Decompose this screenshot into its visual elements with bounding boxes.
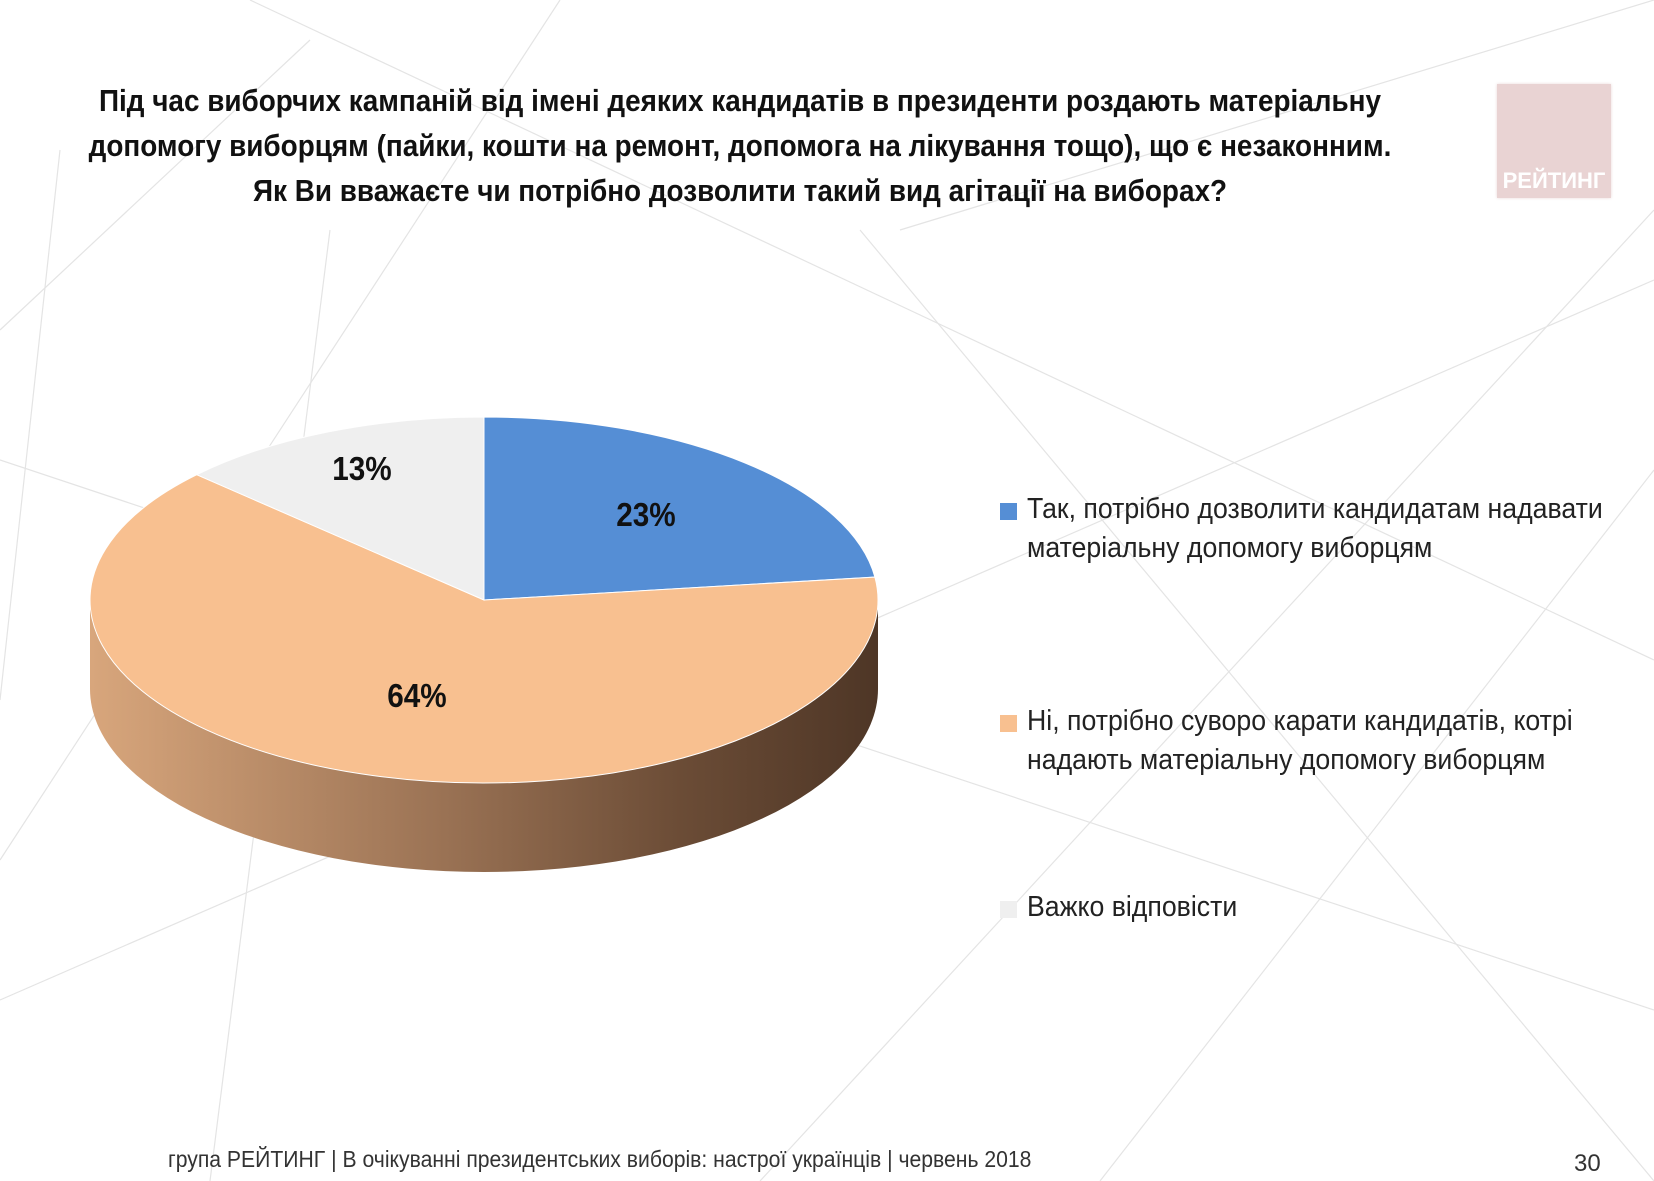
pie-side-wall — [90, 600, 878, 872]
logo-text: РЕЙТИНГ — [1502, 168, 1606, 193]
pie-label-hard-to-say: 13% — [332, 449, 392, 487]
legend-label-yes: Так, потрібно дозволити кандидатам надав… — [1027, 493, 1603, 564]
pie-slice-no — [89, 474, 879, 784]
page-number: 30 — [1574, 1150, 1601, 1177]
pie-slice-hard-to-say — [195, 416, 485, 601]
legend-label-no: Ні, потрібно суворо карати кандидатів, к… — [1027, 705, 1573, 776]
legend-swatch-hard-to-say — [1000, 901, 1017, 918]
chart-title: Під час виборчих кампаній від імені деяк… — [74, 78, 1406, 213]
title-line-2: допомогу виборцям (пайки, кошти на ремон… — [88, 128, 1392, 163]
title-line-3: Як Ви вважаєте чи потрібно дозволити так… — [252, 173, 1228, 208]
pie-label-yes: 23% — [615, 495, 676, 533]
legend-label-hard-to-say: Важко відповісти — [1027, 891, 1238, 923]
legend-swatch-yes — [1000, 503, 1017, 520]
rating-logo: РЕЙТИНГ — [1497, 84, 1611, 198]
title-line-1: Під час виборчих кампаній від імені деяк… — [98, 83, 1382, 118]
footer-text: група РЕЙТИНГ | В очікуванні президентсь… — [168, 1146, 1032, 1172]
pie-label-no: 64% — [387, 676, 447, 714]
pie-slice-yes — [483, 416, 876, 601]
legend-swatch-no — [1000, 715, 1017, 732]
